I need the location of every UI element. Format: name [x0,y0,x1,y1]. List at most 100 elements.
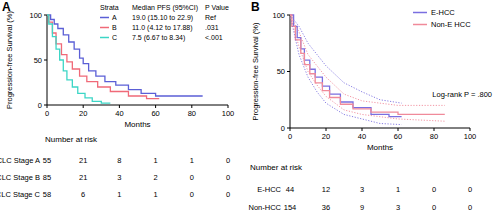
risk-row-label: BCLC Stage B [0,173,40,182]
legend-cell: 7.5 (6.67 to 8.34) [132,34,185,42]
legend-header: P Value [205,4,229,11]
risk-row-label: Non-HCC [248,203,281,212]
legend: E-HCCNon-E HCC [413,8,471,29]
legend-swatch [100,27,109,29]
legend-label: A [112,14,117,21]
legend-cell: .031 [205,24,219,31]
x-tick [228,105,229,108]
risk-table-title: Number at risk [250,163,303,172]
x-axis [290,128,470,129]
risk-count: 6 [81,190,85,199]
risk-row-label: BCLC Stage C [0,190,41,199]
risk-count: 21 [79,173,87,182]
plot-area [290,15,445,125]
risk-count: 1 [396,185,400,194]
survival-curve [290,15,402,117]
y-tick [287,71,290,72]
confidence-band [290,15,445,105]
y-axis-label: Progression-free Survival (%) [251,22,260,120]
x-tick [326,128,327,131]
annotation: Log-rank P = .800 [432,90,492,99]
risk-count: 9 [360,203,364,212]
panel: A050100020406080100Progression-free Surv… [0,0,234,199]
x-tick-label: 40 [358,132,366,141]
risk-count: 0 [468,203,472,212]
y-tick [287,15,290,16]
y-tick-label: 0 [281,124,285,133]
x-tick-label: 60 [394,132,402,141]
plot-area [47,15,203,103]
legend-cell: 19.0 (15.10 to 22.9) [132,14,193,22]
y-tick-label: 100 [29,11,42,20]
y-tick-label: 50 [34,56,42,65]
legend: Strata Median PFS (95%CI) P Value A 19.0 (15… [100,4,229,42]
risk-count: 1 [117,190,121,199]
legend-swatch [413,24,427,26]
legend-swatch [413,12,427,14]
risk-count: 154 [284,203,297,212]
legend-header: Strata [100,4,119,11]
risk-count: 1 [154,190,158,199]
x-tick-label: 20 [79,109,87,118]
risk-count: 12 [322,185,330,194]
risk-count: 85 [43,173,51,182]
legend-header: Median PFS (95%CI) [132,4,198,12]
y-tick [44,15,47,16]
x-axis-label: Months [124,120,150,129]
y-tick [44,60,47,61]
x-tick [434,128,435,131]
confidence-band [290,15,402,125]
risk-count: 0 [432,203,436,212]
x-tick [398,128,399,131]
survival-curve [47,15,203,96]
legend-label: C [112,34,117,41]
y-tick-label: 50 [277,67,285,76]
risk-count: 3 [117,173,121,182]
risk-count: 0 [226,156,230,165]
risk-count: 36 [322,203,330,212]
risk-count: 0 [432,185,436,194]
legend-swatch [100,17,109,19]
x-tick [470,128,471,131]
risk-count: 58 [43,190,51,199]
risk-count: 1 [190,156,194,165]
x-axis-label: Months [367,143,393,152]
legend-cell: 11.0 (4.12 to 17.88) [132,24,193,32]
legend-swatch [100,37,109,39]
y-tick-label: 100 [272,11,285,20]
risk-count: 3 [360,185,364,194]
risk-count: 8 [117,156,121,165]
risk-count: 0 [190,173,194,182]
x-tick-label: 80 [188,109,196,118]
risk-count: 2 [154,173,158,182]
y-tick-label: 0 [38,101,42,110]
x-tick [83,105,84,108]
risk-count: 1 [154,156,158,165]
legend-label: B [112,24,117,31]
x-tick-label: 0 [45,109,49,118]
legend-label: E-HCC [431,8,455,17]
y-axis-label: Progression-free Survival (%) [5,11,14,109]
risk-row-label: BCLC Stage A [0,156,40,165]
x-tick [290,128,291,131]
x-tick-label: 20 [322,132,330,141]
risk-count: 0 [226,190,230,199]
x-axis [47,105,228,106]
x-tick-label: 0 [288,132,292,141]
figure: A050100020406080100Progression-free Surv… [0,0,500,222]
risk-count: 21 [79,156,87,165]
risk-count: 3 [396,203,400,212]
confidence-band [290,15,402,103]
panel: B050100020406080100Progression-free Surv… [248,0,492,212]
x-tick [362,128,363,131]
risk-table-title: Number at risk [45,135,98,144]
risk-count: 0 [468,185,472,194]
x-tick-label: 100 [464,132,477,141]
x-tick-label: 40 [115,109,123,118]
x-tick-label: 80 [430,132,438,141]
panel-label: B [251,0,260,14]
x-tick [119,105,120,108]
confidence-band [290,15,445,121]
survival-curve [290,15,445,114]
legend-cell: Ref [205,14,216,21]
